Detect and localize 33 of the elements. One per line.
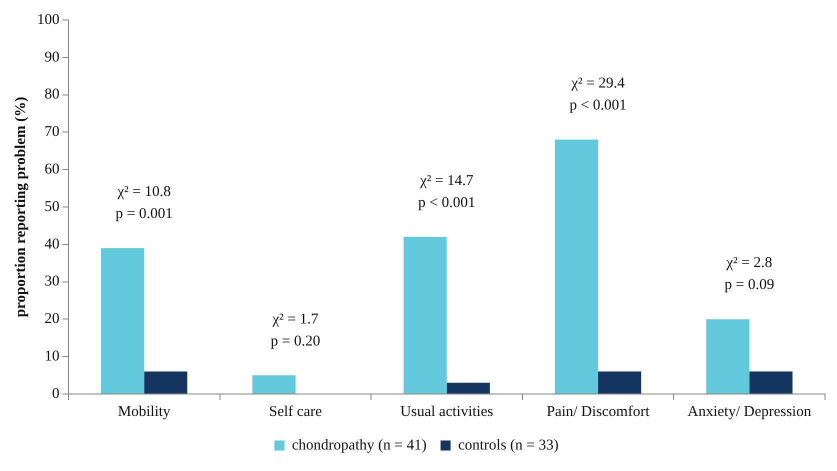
y-tick-label: 0 [52,386,60,402]
bar [598,372,642,394]
y-tick-label: 100 [37,12,60,28]
y-tick-label: 80 [44,86,60,103]
x-tick-label: Anxiety/ Depression [687,404,812,420]
annotation: χ² = 10.8 p = 0.001 [116,184,173,222]
bar [404,236,447,394]
legend-label: controls (n = 33) [458,437,559,454]
y-axis-title: proportion reporting problem (%) [12,96,29,318]
bar [554,140,598,394]
bar [706,319,750,394]
annotation: χ² = 29.4 p < 0.001 [569,76,627,114]
y-tick-label: 60 [44,162,60,178]
bar [446,382,490,394]
bar [749,372,792,394]
y-tick-label: 70 [44,124,60,140]
bar [252,375,296,394]
y-tick-label: 40 [44,236,60,252]
x-tick-label: Self care [269,404,322,420]
y-tick-label: 30 [44,274,60,290]
x-tick-label: Pain/ Discomfort [546,404,650,420]
annotation: χ² = 14.7 p < 0.001 [418,172,476,211]
x-tick-label: Mobility [118,404,171,420]
bar [101,248,144,394]
bar [144,372,188,394]
annotation: χ² = 1.7 p = 0.20 [270,311,320,350]
y-tick-label: 50 [44,198,60,215]
legend-label: chondropathy (n = 41) [292,437,427,454]
annotation: χ² = 2.8 p = 0.09 [724,255,774,294]
x-tick-label: Usual activities [400,404,494,420]
y-tick-label: 90 [44,49,60,66]
y-tick-label: 10 [44,348,60,365]
y-tick-label: 20 [44,311,60,328]
